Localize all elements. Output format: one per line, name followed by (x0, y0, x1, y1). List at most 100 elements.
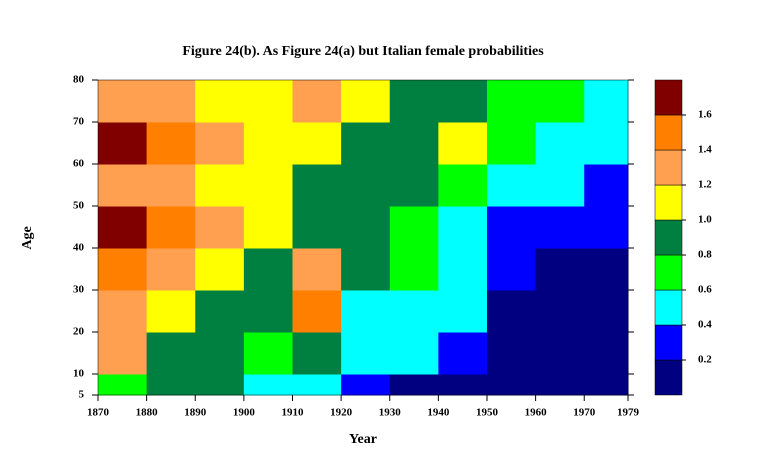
colorbar-swatch (654, 79, 683, 116)
heat-cell (195, 332, 245, 375)
heat-cell (146, 248, 196, 291)
heat-cell (389, 164, 439, 207)
y-tick-label: 10 (73, 368, 85, 380)
heat-cell (243, 206, 293, 249)
y-tick-label: 60 (73, 158, 85, 170)
colorbar-swatch (654, 254, 683, 291)
heat-cell (389, 290, 439, 333)
heat-cell (195, 164, 245, 207)
colorbar-swatch (654, 324, 683, 361)
heat-cell (584, 164, 629, 207)
heat-cell (341, 80, 391, 123)
heat-cell (341, 164, 391, 207)
heat-cell (389, 248, 439, 291)
heat-cell (292, 164, 342, 207)
heat-cell (438, 332, 488, 375)
heat-cell (535, 290, 585, 333)
heat-cell (584, 290, 629, 333)
heat-cell (243, 122, 293, 165)
x-tick-label: 1979 (617, 407, 640, 419)
y-tick-label: 80 (73, 74, 85, 86)
heat-cell (486, 80, 537, 123)
heat-cell (486, 164, 537, 207)
colorbar-swatch (654, 149, 683, 186)
heat-cell (195, 122, 245, 165)
heat-cell (486, 122, 537, 165)
heat-cell (243, 290, 293, 333)
heat-cell (486, 206, 537, 249)
heat-cell (98, 332, 148, 375)
heat-cell (438, 80, 488, 123)
heat-cell (98, 122, 148, 165)
heat-cell (98, 164, 148, 207)
y-tick-label: 5 (79, 389, 85, 401)
heat-cell (341, 248, 391, 291)
heat-cell (292, 290, 342, 333)
colorbar-label: 0.4 (698, 319, 712, 331)
heat-cell (535, 80, 585, 123)
colorbar-swatch (654, 219, 683, 256)
heat-cell (341, 122, 391, 165)
heat-cell (146, 80, 196, 123)
y-tick-label: 30 (73, 284, 85, 296)
colorbar-swatch (654, 184, 683, 221)
heat-cell (98, 374, 148, 396)
x-tick-label: 1910 (281, 407, 304, 419)
colorbar-label: 1.4 (698, 144, 712, 156)
heat-cell (98, 206, 148, 249)
heat-cell (98, 248, 148, 291)
heat-cell (438, 206, 488, 249)
heat-cell (195, 374, 245, 396)
heat-cell (292, 374, 342, 396)
heat-cell (243, 332, 293, 375)
y-tick-label: 20 (73, 326, 85, 338)
colorbar-label: 1.2 (698, 179, 712, 191)
heat-cell (584, 122, 629, 165)
heat-cell (146, 374, 196, 396)
heat-cell (486, 374, 537, 396)
heat-cell (98, 80, 148, 123)
x-tick-label: 1880 (136, 407, 159, 419)
heat-cell (486, 290, 537, 333)
x-tick-label: 1970 (573, 407, 596, 419)
heat-cell (535, 374, 585, 396)
heat-cell (584, 248, 629, 291)
colorbar-label: 0.6 (698, 284, 712, 296)
heat-cell (584, 332, 629, 375)
x-tick-label: 1940 (427, 407, 450, 419)
heat-cell (584, 80, 629, 123)
heat-cell (535, 206, 585, 249)
chart-title: Figure 24(b). As Figure 24(a) but Italia… (182, 44, 544, 59)
heat-cell (535, 332, 585, 375)
heat-cell (243, 248, 293, 291)
x-tick-label: 1870 (87, 407, 110, 419)
heat-cell (486, 248, 537, 291)
y-tick-label: 40 (73, 242, 85, 254)
heat-cell (438, 164, 488, 207)
y-tick-label: 70 (73, 116, 85, 128)
colorbar-swatch (654, 289, 683, 326)
heat-cell (98, 290, 148, 333)
heat-cell (535, 164, 585, 207)
heat-cell (584, 374, 629, 396)
heat-cell (389, 122, 439, 165)
heat-cell (292, 248, 342, 291)
heat-cell (389, 80, 439, 123)
heat-cell (243, 374, 293, 396)
heat-cell (243, 164, 293, 207)
heat-cell (486, 332, 537, 375)
heat-cell (195, 290, 245, 333)
heat-cell (243, 80, 293, 123)
heat-cell (195, 206, 245, 249)
heat-cell (195, 80, 245, 123)
x-tick-label: 1950 (476, 407, 499, 419)
colorbar-label: 1.0 (698, 214, 712, 226)
heat-cell (438, 248, 488, 291)
colorbar-label: 0.2 (698, 354, 712, 366)
heat-cell (584, 206, 629, 249)
colorbar-swatch (654, 359, 683, 396)
heat-cell (535, 248, 585, 291)
heat-cell (389, 374, 439, 396)
heat-cell (341, 374, 391, 396)
